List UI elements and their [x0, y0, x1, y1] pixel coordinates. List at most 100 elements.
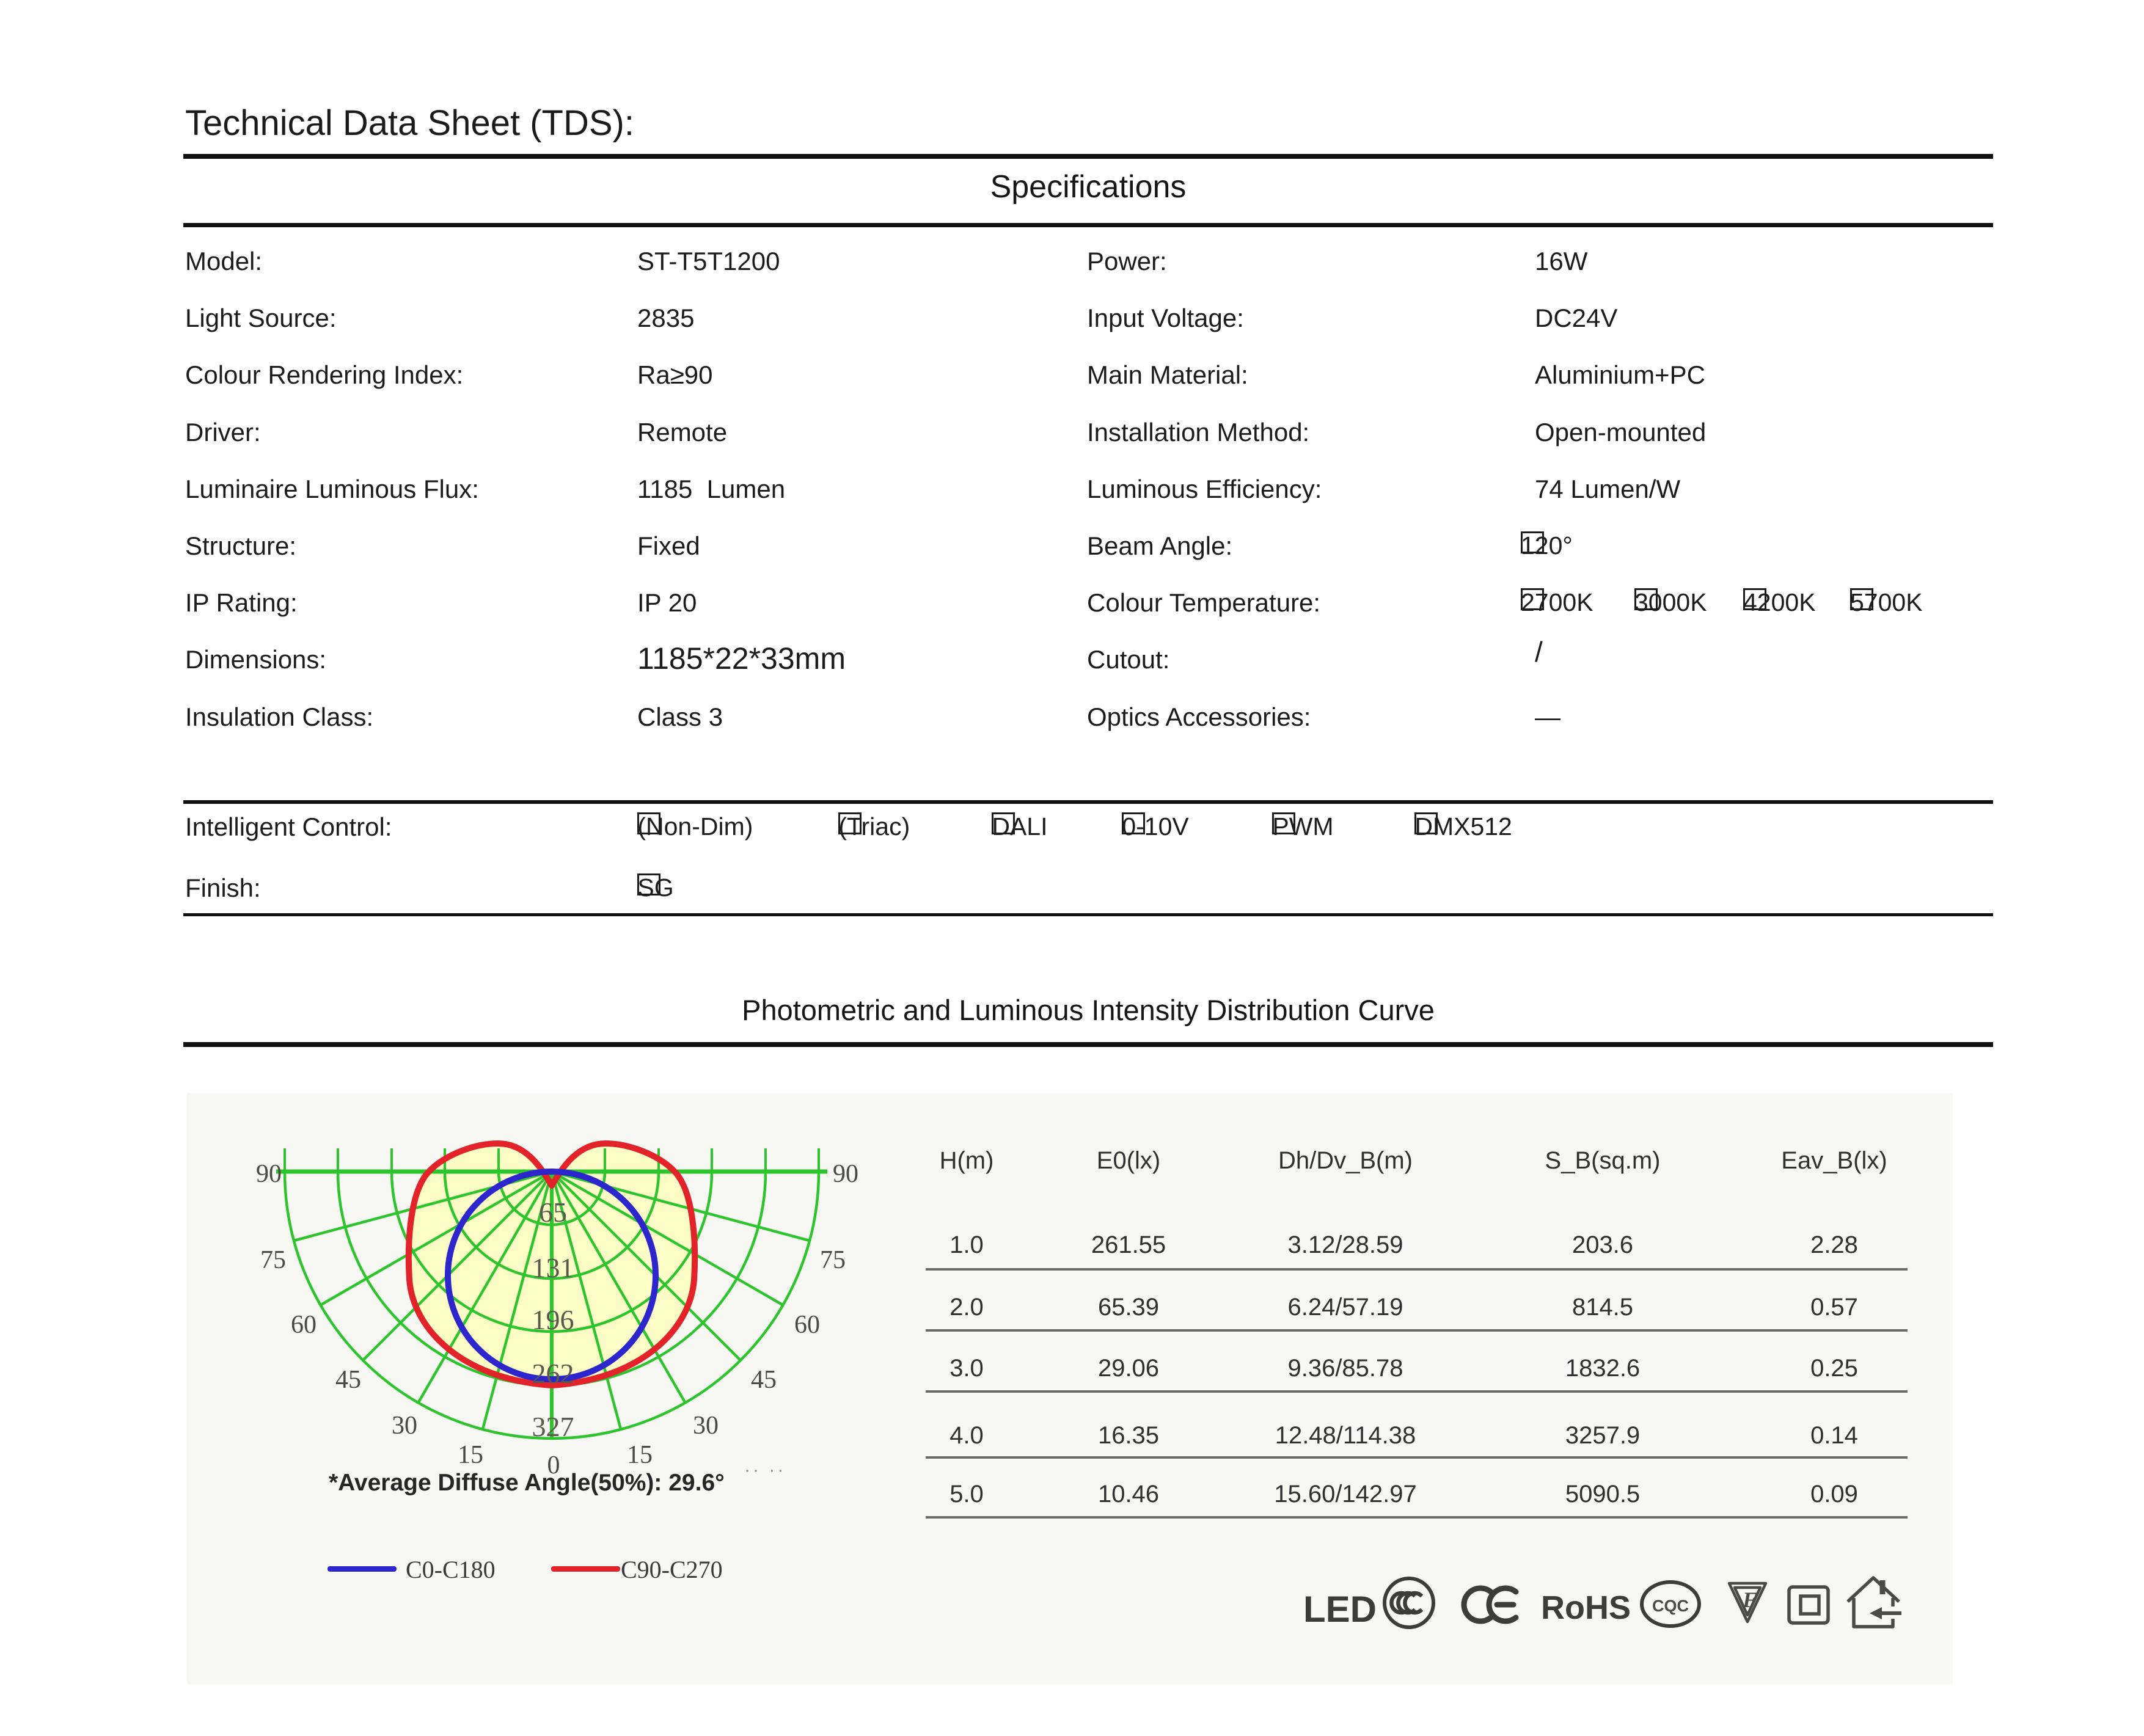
led-mark: LED — [1303, 1589, 1377, 1630]
table-cell: 15.60/142.97 — [1274, 1481, 1417, 1508]
spec-value: Remote — [637, 417, 728, 447]
table-cell: 9.36/85.78 — [1287, 1355, 1403, 1382]
angle-tick-label: 15 — [627, 1441, 653, 1469]
table-cell: 0.57 — [1810, 1294, 1858, 1321]
spec-label: Installation Method: — [1087, 417, 1310, 447]
indoor-use-icon — [1846, 1576, 1901, 1628]
checkbox-icon — [1521, 531, 1544, 553]
specifications-heading: Specifications — [990, 169, 1187, 205]
table-row-divider — [926, 1390, 1908, 1393]
spec-value: — — [1535, 702, 1560, 731]
double-square-icon — [1787, 1585, 1830, 1625]
checkbox-icon — [637, 873, 661, 895]
curve-c90-c270 — [405, 1140, 698, 1388]
spec-value: 1185 Lumen — [637, 474, 786, 503]
spec-row: Driver: Remote Installation Method: Open-mo… — [0, 418, 2144, 453]
table-cell: 6.24/57.19 — [1287, 1294, 1403, 1321]
spec-value: 1185*22*33mm — [637, 641, 846, 676]
spec-label: Cutout: — [1087, 645, 1170, 674]
checkbox-option-label: 4200K — [1743, 588, 1816, 617]
angle-tick-label: 0 — [547, 1451, 560, 1478]
checkbox-icon — [992, 812, 1015, 834]
angle-tick-label: 75 — [260, 1246, 286, 1274]
radial-tick-label: 327 — [532, 1411, 574, 1442]
table-cell: 16.35 — [1097, 1422, 1160, 1449]
photometric-heading: Photometric and Luminous Intensity Distr… — [742, 994, 1435, 1026]
checkbox-option-label: 3000K — [1634, 588, 1707, 617]
angle-tick-label: 90 — [256, 1160, 282, 1188]
spec-label: Structure: — [185, 531, 297, 560]
angle-tick-label: 30 — [392, 1412, 417, 1440]
page-title: Technical Data Sheet (TDS): — [185, 103, 634, 143]
table-cell: 1.0 — [949, 1231, 984, 1258]
spec-value: DC24V — [1535, 304, 1618, 333]
table-cell: 203.6 — [1571, 1231, 1634, 1258]
table-cell: 261.55 — [1091, 1231, 1166, 1258]
svg-text:F: F — [1742, 1588, 1757, 1612]
checkbox-option-label: (Non-Dim) — [637, 812, 753, 841]
polar-labels: 65 131 196 262 327 90 75 60 45 30 15 0 15 30 45 60 75 90 — [256, 1160, 858, 1478]
checkbox-option-label: 120° — [1521, 531, 1573, 560]
checkbox-option-label: SG — [637, 873, 674, 902]
checkbox-option-label: PWM — [1272, 812, 1334, 841]
spec-row: IP Rating: IP 20 Colour Temperature: 2700K 3… — [0, 588, 2144, 624]
table-cell: 10.46 — [1097, 1481, 1160, 1508]
checkbox-option-label: 5700K — [1850, 588, 1923, 617]
finish-label: Finish: — [185, 873, 261, 902]
table-cell: 2.28 — [1810, 1231, 1858, 1258]
checkbox-icon — [838, 812, 862, 834]
checkbox-icon — [1272, 812, 1296, 834]
spec-row: Colour Rendering Index: Ra≥90 Main Materia… — [0, 360, 2144, 396]
legend-line-c0-c180 — [327, 1566, 397, 1572]
table-header: E0(lx) — [1096, 1147, 1161, 1174]
certification-marks: LED RoHS CQC F — [1303, 1576, 1901, 1630]
spec-value: / — [1535, 636, 1543, 668]
spec-label: Colour Rendering Index: — [185, 360, 464, 390]
checkbox-icon — [1521, 588, 1544, 611]
checkbox-option-label: DALI — [992, 812, 1048, 841]
divider-top — [183, 154, 1993, 159]
checkbox-icon — [1122, 812, 1146, 834]
spec-label: Driver: — [185, 417, 261, 447]
spec-label: Power: — [1087, 247, 1167, 275]
divider-photometric — [183, 1042, 1993, 1047]
spec-value: 16W — [1535, 247, 1588, 275]
spec-label: Luminous Efficiency: — [1087, 474, 1322, 503]
spec-label: Main Material: — [1087, 360, 1248, 390]
table-cell: 5090.5 — [1565, 1481, 1641, 1508]
spec-value: IP 20 — [637, 588, 697, 618]
table-header: H(m) — [939, 1147, 994, 1174]
table-cell: 5.0 — [949, 1481, 984, 1508]
average-diffuse-angle-caption: *Average Diffuse Angle(50%): 29.6° — [329, 1470, 725, 1496]
spec-row: Structure: Fixed Beam Angle: 120° — [0, 531, 2144, 567]
table-cell: 65.39 — [1097, 1294, 1160, 1321]
polar-grid — [276, 1148, 827, 1440]
checkbox-icon — [1850, 588, 1873, 611]
table-row-divider — [926, 1516, 1908, 1519]
divider-control-bottom — [183, 913, 1993, 916]
spec-value: ST-T5T1200 — [637, 247, 780, 275]
spec-row: Model: ST-T5T1200 Power: 16W — [0, 247, 2144, 282]
angle-tick-label: 30 — [693, 1412, 719, 1440]
angle-tick-label: 75 — [820, 1246, 846, 1274]
spec-label: Dimensions: — [185, 645, 327, 674]
checkbox-option-label: (Triac) — [838, 812, 910, 841]
spec-value: Fixed — [637, 531, 700, 560]
spec-value: Open-mounted — [1535, 417, 1707, 447]
angle-tick-label: 90 — [833, 1160, 858, 1188]
table-header: Eav_B(lx) — [1781, 1147, 1887, 1174]
polar-distribution-chart: 65 131 196 262 327 90 75 60 45 30 15 0 15 30 45 60 75 90 — [256, 1140, 858, 1478]
curve-c0-c180 — [445, 1169, 659, 1382]
checkbox-option-label: 2700K — [1521, 588, 1593, 617]
radial-tick-label: 196 — [532, 1304, 574, 1335]
f-triangle-icon: F — [1727, 1581, 1768, 1624]
spec-label: Beam Angle: — [1087, 531, 1233, 560]
spec-row: Light Source: 2835 Input Voltage: DC24V — [0, 304, 2144, 339]
ce-icon — [1461, 1585, 1519, 1624]
angle-tick-label: 15 — [458, 1441, 483, 1469]
table-cell: 814.5 — [1571, 1294, 1634, 1321]
table-cell: 29.06 — [1097, 1355, 1160, 1382]
table-cell: 12.48/114.38 — [1275, 1422, 1416, 1449]
spec-label: Model: — [185, 247, 263, 275]
spec-row: Luminaire Luminous Flux: 1185 Lumen Lumino… — [0, 475, 2144, 510]
